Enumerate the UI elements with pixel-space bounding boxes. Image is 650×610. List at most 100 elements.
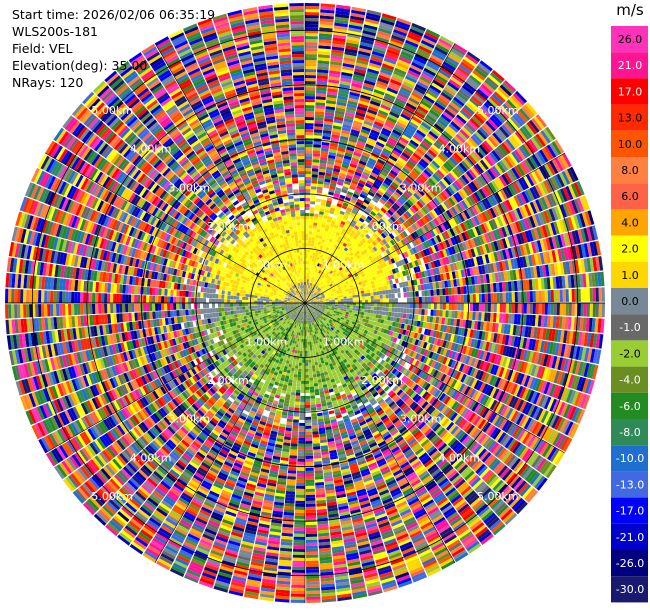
gate-cell [327,261,331,266]
gate-cell [305,186,311,190]
gate-cell [472,294,476,303]
gate-cell [324,115,334,120]
gate-cell [448,287,452,295]
gate-cell [308,295,311,299]
gate-cell [475,293,479,303]
gate-cell [323,272,326,277]
gate-cell [429,109,440,118]
gate-cell [305,123,314,127]
gate-cell [354,68,367,74]
gate-cell [340,306,344,309]
gate-cell [372,91,384,99]
gate-cell [370,295,374,300]
gate-cell [346,36,360,42]
gate-cell [373,295,377,300]
gate-cell [399,115,410,124]
gate-cell [321,220,327,225]
gate-cell [381,101,392,109]
gate-cell [313,216,319,220]
gate-cell [343,298,347,301]
gate-cell [436,295,440,303]
gate-cell [306,294,308,298]
gate-cell [381,150,390,158]
gate-cell [311,283,314,287]
gate-cell [450,76,463,87]
gate-cell [325,109,335,114]
gate-cell [351,196,358,202]
gate-cell [307,249,311,253]
gate-cell [535,303,539,315]
gate-cell [310,279,313,283]
gate-cell [317,180,324,185]
gate-cell [364,77,377,83]
gate-cell [309,289,311,292]
gate-cell [316,189,323,194]
gate-cell [345,193,353,199]
gate-cell [331,173,339,179]
gate-cell [367,309,371,314]
gate-cell [361,88,373,95]
gate-cell [340,252,345,257]
gate-cell [374,118,385,125]
gate-cell [363,185,371,191]
gate-cell [306,264,309,268]
gate-cell [344,115,354,121]
gate-cell [317,276,320,280]
gate-cell [478,293,482,303]
gate-cell [329,262,334,267]
gate-cell [349,163,358,169]
gate-cell [374,39,389,46]
gate-cell [310,289,313,293]
gate-cell [383,95,395,103]
gate-cell [511,303,515,314]
gate-cell [305,174,312,178]
gate-cell [350,222,356,228]
gate-cell [329,210,335,215]
gate-cell [345,209,351,215]
gate-cell [326,94,337,99]
gate-cell [363,82,375,89]
gate-cell [383,165,391,172]
gate-cell [312,156,320,160]
gate-cell [305,78,316,82]
gate-cell [318,168,326,173]
gate-cell [322,276,326,280]
gate-cell [394,123,405,132]
gate-cell [379,21,394,29]
gate-cell [538,303,542,315]
gate-cell [358,50,371,57]
gate-cell [385,311,389,316]
gate-cell [308,270,310,274]
gate-cell [403,42,418,51]
gate-cell [305,111,315,115]
gate-cell [345,149,354,155]
gate-cell [366,111,377,118]
gate-cell [318,45,331,50]
gate-cell [315,102,326,106]
gate-cell [327,241,332,246]
gate-cell [374,42,388,49]
gate-cell [335,241,340,246]
gate-cell [325,260,329,264]
gate-cell [419,75,432,85]
gate-cell [381,16,396,23]
gate-cell [432,104,444,114]
gate-cell [305,72,317,76]
gate-cell [328,304,332,306]
gate-cell [373,194,381,201]
gate-cell [451,295,455,303]
gate-cell [322,300,326,302]
gate-cell [424,65,438,74]
gate-cell [350,85,362,92]
gate-cell [323,124,333,129]
gate-cell [337,299,341,302]
gate-cell [313,144,321,148]
gate-cell [333,211,339,216]
gate-cell [361,309,365,313]
gate-cell [324,262,328,267]
gate-cell [317,183,324,188]
gate-cell [337,308,341,311]
gate-cell [388,311,392,317]
gate-cell [338,254,343,259]
gate-cell [305,168,312,172]
